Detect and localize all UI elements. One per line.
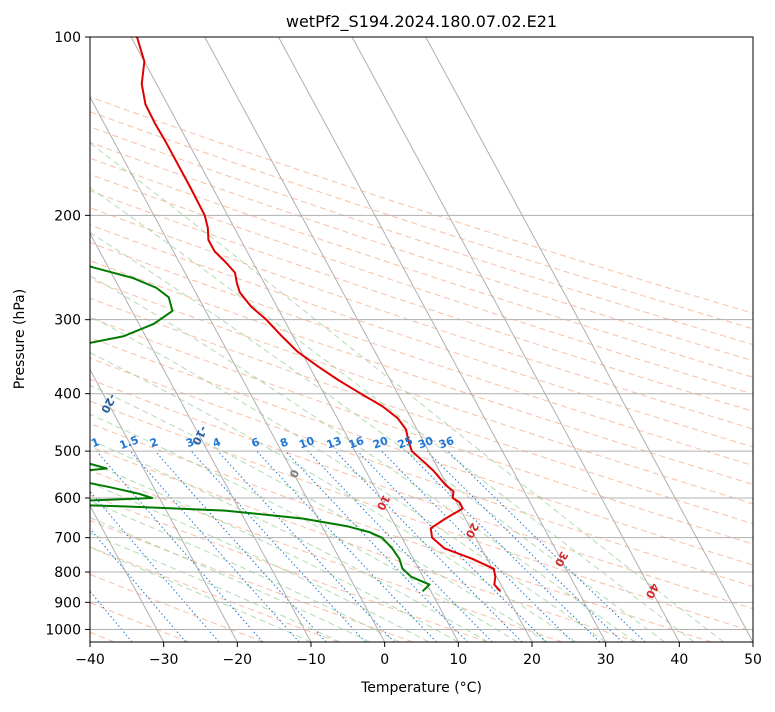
x-tick-label: −10 — [296, 652, 326, 668]
dry-adiabat — [90, 278, 753, 505]
mixing-ratio-line — [129, 450, 300, 642]
isotherm-line — [90, 368, 238, 642]
y-tick-label: 600 — [54, 491, 81, 507]
isotherm-line — [130, 37, 459, 642]
x-tick-label: 50 — [744, 652, 762, 668]
dewpoint-profile-line — [90, 265, 431, 592]
mixing-ratio-label: 25 — [396, 434, 415, 451]
mixing-ratio-line — [284, 450, 468, 642]
isopleth-label-layer: 0.10.20.40.611.52346810131620253036-100-… — [13, 392, 661, 601]
dry-adiabat — [90, 190, 753, 412]
y-axis-label: Pressure (hPa) — [12, 289, 28, 389]
moist-adiabat — [90, 315, 606, 642]
x-tick-label: 30 — [597, 652, 615, 668]
mixing-ratio-label: 3 — [184, 435, 196, 450]
isotherm-line — [90, 96, 386, 642]
mixing-ratio-line — [190, 450, 366, 642]
y-tick-label: 200 — [54, 208, 81, 224]
chart-title: wetPf2_S194.2024.180.07.02.E21 — [286, 12, 557, 32]
mixing-ratio-label: 1.5 — [118, 433, 141, 452]
dry-adiabat — [90, 157, 753, 378]
moist-adiabat — [90, 275, 636, 642]
dry-adiabat — [90, 337, 753, 566]
mixing-ratio-label: 16 — [347, 434, 366, 452]
dry-adiabat — [90, 378, 753, 610]
dry-adiabat — [90, 400, 753, 633]
moist-adiabat — [90, 482, 430, 642]
mixing-ratio-label: 2 — [148, 435, 160, 450]
moist-adiabat — [90, 384, 548, 642]
dry-adiabat — [90, 317, 753, 545]
moist-adiabat — [90, 142, 724, 642]
mixing-ratio-line — [154, 450, 327, 642]
dry-adiabat — [90, 446, 638, 642]
y-tick-label: 900 — [54, 595, 81, 611]
mixing-ratio-label: 6 — [250, 435, 262, 450]
isotherm-line — [204, 37, 533, 642]
grid-layer — [90, 37, 753, 642]
x-tick-label: 20 — [523, 652, 541, 668]
moist-adiabat — [90, 532, 341, 642]
mixing-ratio-line — [357, 450, 547, 642]
dry-adiabat — [90, 520, 414, 642]
dry-adiabat — [90, 141, 753, 362]
axis-layer: −40 −30 −20 −10 0 10 20 30 40 50 100 200 300 400 500 60… — [45, 30, 762, 668]
dry-adiabat — [90, 242, 753, 467]
x-tick-label: 40 — [670, 652, 688, 668]
x-tick-label: −40 — [75, 652, 105, 668]
isotherm-line — [277, 37, 607, 642]
mixing-ratio-line — [334, 450, 523, 642]
mixing-ratio-line — [426, 450, 623, 642]
dry-adiabat — [90, 111, 753, 330]
mixing-ratio-label: 20 — [371, 434, 390, 452]
series-layer — [90, 37, 501, 592]
x-tick-label: 0 — [380, 652, 389, 668]
x-tick-label: −30 — [149, 652, 179, 668]
x-axis-label: Temperature (°C) — [360, 680, 482, 696]
x-tick-label: 10 — [449, 652, 467, 668]
mixing-ratio-label: 8 — [278, 435, 290, 450]
y-tick-label: 700 — [54, 531, 81, 547]
mixing-ratio-label: 1 — [90, 435, 102, 450]
mixing-ratio-label: 30 — [416, 434, 435, 452]
moist-adiabat — [90, 232, 665, 642]
y-tick-label: 400 — [54, 387, 81, 403]
mixing-ratio-line — [381, 450, 574, 642]
isotherm-line — [425, 37, 753, 642]
isotherm-line — [351, 37, 680, 642]
isotherm-line — [90, 232, 312, 642]
y-tick-label: 1000 — [45, 622, 81, 638]
y-tick-label: 800 — [54, 565, 81, 581]
y-tick-label: 300 — [54, 313, 81, 329]
mixing-ratio-line — [256, 450, 437, 642]
temperature-profile-line — [135, 37, 501, 592]
mixing-ratio-label: 10 — [297, 434, 316, 452]
mixing-ratio-label: 36 — [437, 434, 456, 452]
mixing-ratio-label: 4 — [211, 435, 223, 450]
plot-frame — [89, 36, 754, 643]
x-tick-label: −20 — [223, 652, 253, 668]
plot-background — [90, 37, 753, 642]
y-tick-label: 100 — [54, 30, 81, 46]
mixing-ratio-label: 0.4 — [13, 433, 36, 452]
moist-adiabat — [90, 187, 695, 642]
moist-adiabat — [90, 439, 489, 642]
isotherm-line — [90, 504, 165, 642]
moist-adiabat — [90, 413, 518, 642]
mixing-ratio-label: 13 — [325, 434, 344, 451]
y-tick-label: 500 — [54, 444, 81, 460]
